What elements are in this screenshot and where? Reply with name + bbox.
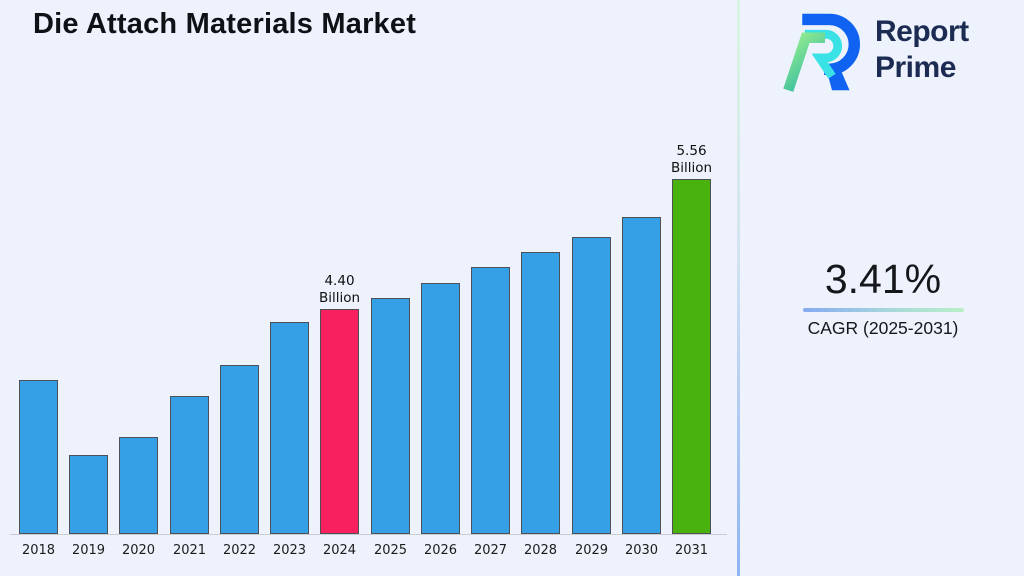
cagr-label: CAGR (2025-2031): [807, 318, 959, 338]
bar-value-label-2031: 5.56 Billion: [670, 143, 713, 176]
year-label-2026: 2026: [423, 543, 458, 558]
year-label-2022: 2022: [222, 543, 257, 558]
logo-text-line2: Prime: [875, 51, 956, 84]
bar-2021: [170, 396, 209, 534]
year-label-2027: 2027: [473, 543, 508, 558]
cagr-block: 3.41% CAGR (2025-2031): [753, 254, 1013, 339]
vertical-divider: [737, 0, 740, 576]
report-prime-logo-text: Report Prime: [875, 14, 969, 86]
year-label-2029: 2029: [574, 543, 609, 558]
year-label-2019: 2019: [71, 543, 106, 558]
logo-text-line1: Report: [875, 15, 969, 48]
year-label-2020: 2020: [121, 543, 156, 558]
cagr-value: 3.41%: [824, 256, 942, 302]
year-label-2023: 2023: [272, 543, 307, 558]
bar-2019: [69, 455, 108, 534]
year-label-2024: 2024: [322, 543, 357, 558]
bar-2029: [572, 237, 611, 534]
bar-2020: [119, 437, 158, 534]
bar-2018: [19, 380, 58, 534]
bar-2031: [672, 179, 711, 534]
report-prime-logo: Report Prime: [781, 8, 969, 92]
year-label-2031: 2031: [674, 543, 709, 558]
bar-2027: [471, 267, 510, 534]
bar-2028: [521, 252, 560, 534]
bar-2025: [371, 298, 410, 534]
bar-2022: [220, 365, 259, 534]
report-prime-logo-icon: [783, 13, 860, 92]
year-label-2018: 2018: [21, 543, 56, 558]
cagr-underline: [802, 308, 964, 312]
year-label-2021: 2021: [172, 543, 207, 558]
bar-2030: [622, 217, 661, 534]
year-label-2030: 2030: [624, 543, 659, 558]
page-title: Die Attach Materials Market: [33, 8, 417, 40]
plot-area: 2018 2019 2020 2021 2022 2023 2024 2025 2026 2027…: [10, 143, 727, 558]
bar-value-label-2024: 4.40 Billion: [318, 273, 361, 306]
bar-2026: [421, 283, 460, 534]
bar-2024: [320, 309, 359, 534]
bar-2023: [270, 322, 309, 534]
year-label-2028: 2028: [523, 543, 558, 558]
x-axis-line: [10, 534, 727, 535]
year-label-2025: 2025: [373, 543, 408, 558]
